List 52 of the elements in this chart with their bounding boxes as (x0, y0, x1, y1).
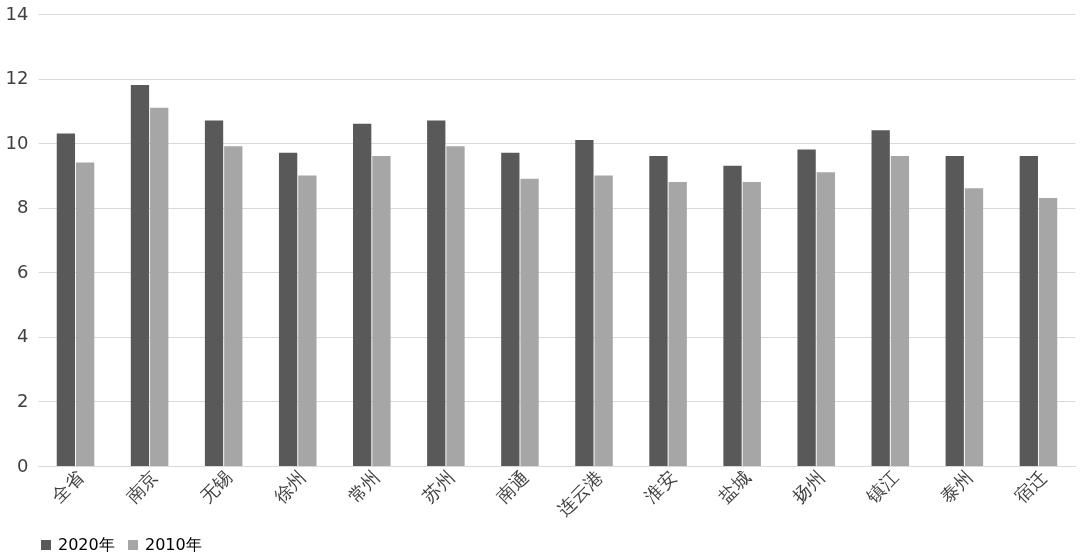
bar (742, 181, 761, 466)
bar (224, 146, 243, 466)
bar (56, 133, 76, 466)
legend-label: 2020年 (58, 535, 115, 554)
y-tick-label: 6 (17, 260, 29, 282)
y-tick-label: 14 (5, 2, 29, 24)
x-tick-label: 常州 (343, 466, 385, 507)
x-tick-label: 盐城 (714, 466, 755, 507)
bar (501, 152, 520, 466)
bar (1019, 156, 1038, 466)
x-tick-label: 扬州 (788, 466, 829, 507)
bar (890, 156, 910, 466)
y-tick-label: 12 (5, 67, 29, 89)
x-tick-label: 泰州 (936, 466, 977, 507)
bar (204, 120, 224, 466)
y-tick-label: 0 (17, 454, 29, 476)
bar (1038, 198, 1058, 466)
x-tick-label: 镇江 (861, 466, 903, 508)
bar (964, 188, 984, 466)
bar (797, 149, 816, 466)
bar (871, 130, 890, 466)
y-tick-label: 2 (17, 389, 29, 411)
bar (649, 156, 668, 466)
bar (150, 107, 169, 466)
bar (594, 175, 613, 466)
bar (298, 175, 317, 466)
bar (723, 165, 742, 466)
x-tick-label: 南京 (121, 466, 162, 507)
y-tick-label: 8 (17, 196, 29, 218)
bar (372, 156, 391, 466)
bar (816, 172, 836, 466)
x-tick-label: 全省 (47, 466, 88, 507)
bar (945, 156, 964, 466)
x-tick-label: 连云港 (553, 466, 607, 520)
bar (668, 181, 687, 466)
bar (278, 152, 298, 466)
bar (353, 123, 372, 466)
x-tick-label: 无锡 (195, 466, 236, 507)
x-tick-label: 宿迁 (1010, 466, 1051, 507)
x-tick-label: 苏州 (417, 466, 459, 507)
bar (575, 139, 594, 466)
legend-label: 2010年 (145, 535, 202, 554)
bar (130, 85, 150, 466)
bar (76, 162, 95, 466)
x-tick-label: 徐州 (269, 466, 310, 507)
x-tick-label: 淮安 (640, 466, 681, 507)
y-tick-label: 10 (5, 131, 29, 153)
y-tick-label: 4 (17, 325, 29, 347)
x-tick-label: 南通 (491, 466, 533, 507)
bar (520, 178, 539, 466)
bar (446, 146, 465, 466)
bar (427, 120, 446, 466)
